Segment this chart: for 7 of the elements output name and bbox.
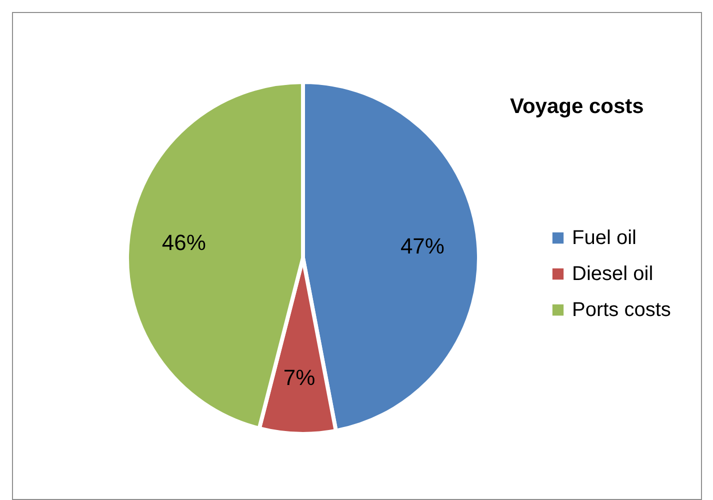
data-label: 46% (162, 230, 206, 255)
text: Voyage costs (510, 95, 644, 118)
legend-label: Ports costs (572, 299, 671, 321)
data-label: 7% (283, 364, 316, 390)
legend-label: Fuel oil (572, 227, 636, 249)
legend-label: Diesel oil (572, 263, 654, 285)
data-label: 47% (400, 234, 444, 259)
